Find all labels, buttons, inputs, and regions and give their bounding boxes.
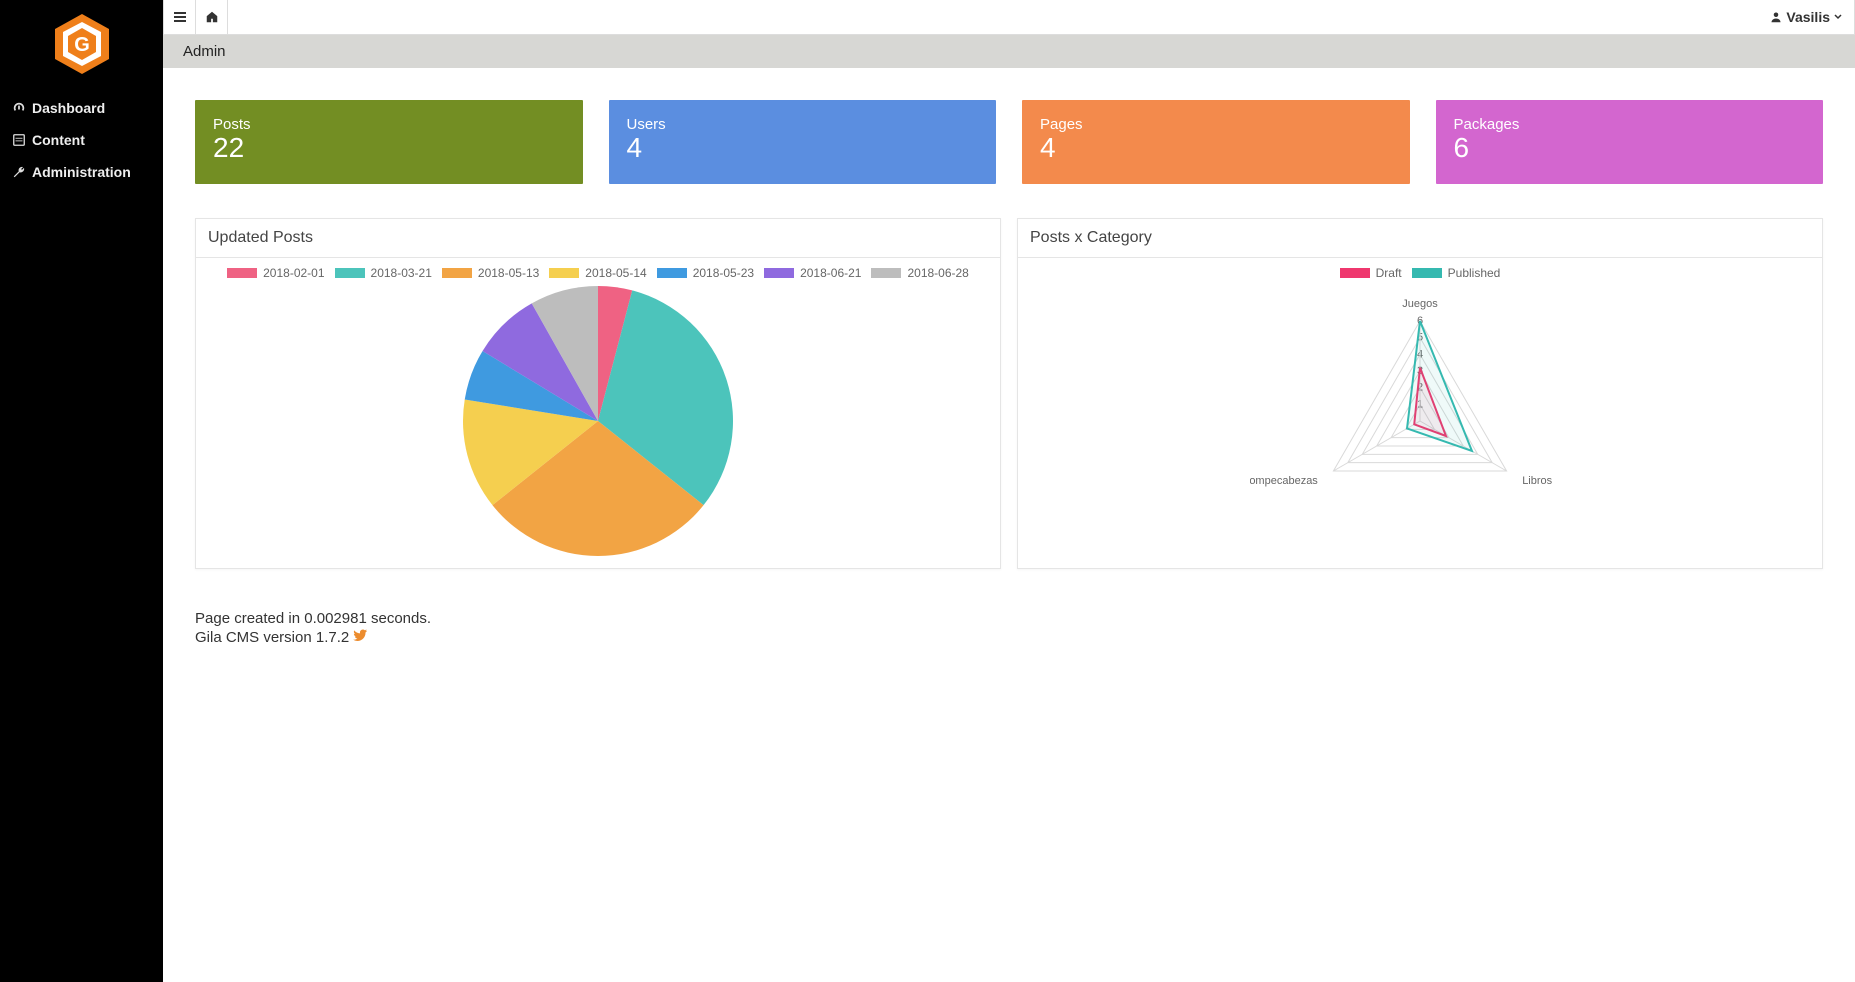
hamburger-icon: [173, 10, 187, 24]
stat-card[interactable]: Posts22: [195, 100, 583, 184]
legend-item[interactable]: 2018-06-28: [871, 266, 968, 280]
sidebar-item-label: Dashboard: [32, 100, 105, 116]
radar-series: [1407, 321, 1472, 451]
radar-axis-label: Rompecabezas: [1250, 475, 1318, 487]
legend-item[interactable]: 2018-02-01: [227, 266, 324, 280]
panel-title: Updated Posts: [196, 219, 1000, 258]
sidebar-item-dashboard[interactable]: Dashboard: [0, 92, 163, 124]
menu-toggle-button[interactable]: [164, 0, 196, 34]
svg-text:G: G: [74, 34, 90, 56]
legend-item[interactable]: 2018-03-21: [335, 266, 432, 280]
legend-swatch: [549, 268, 579, 278]
sidebar-item-content[interactable]: Content: [0, 124, 163, 156]
chevron-down-icon: [1834, 13, 1842, 21]
gauge-icon: [12, 101, 26, 115]
stat-card-label: Packages: [1454, 116, 1806, 133]
panel-posts-category: Posts x Category DraftPublished 123456Ju…: [1017, 218, 1823, 569]
radar-chart: 123456JuegosLibrosRompecabezas: [1250, 286, 1590, 556]
stat-cards-row: Posts22Users4Pages4Packages6: [195, 100, 1823, 184]
legend-item[interactable]: Draft: [1340, 266, 1402, 280]
panel-updated-posts: Updated Posts 2018-02-012018-03-212018-0…: [195, 218, 1001, 569]
legend-swatch: [442, 268, 472, 278]
sidebar-nav: Dashboard Content Administration: [0, 92, 163, 188]
panels-row: Updated Posts 2018-02-012018-03-212018-0…: [195, 218, 1823, 569]
stat-card-value: 22: [213, 133, 565, 164]
breadcrumb: Admin: [163, 35, 1855, 68]
legend-item[interactable]: 2018-05-23: [657, 266, 754, 280]
sidebar-item-label: Administration: [32, 164, 131, 180]
legend-swatch: [764, 268, 794, 278]
stat-card-label: Posts: [213, 116, 565, 133]
stat-card[interactable]: Packages6: [1436, 100, 1824, 184]
sidebar-item-label: Content: [32, 132, 85, 148]
wrench-icon: [12, 165, 26, 179]
user-name: Vasilis: [1786, 9, 1830, 25]
user-menu[interactable]: Vasilis: [1758, 9, 1854, 25]
page-title: Admin: [183, 43, 226, 60]
stat-card-label: Pages: [1040, 116, 1392, 133]
logo: G: [0, 0, 163, 92]
radar-legend: Draft Published: [1340, 266, 1501, 280]
legend-swatch: [227, 268, 257, 278]
legend-item[interactable]: Published: [1412, 266, 1501, 280]
user-icon: [1770, 11, 1782, 23]
legend-item[interactable]: 2018-05-13: [442, 266, 539, 280]
footer-line-1: Page created in 0.002981 seconds.: [195, 609, 1823, 629]
home-icon: [205, 10, 219, 24]
content: Posts22Users4Pages4Packages6 Updated Pos…: [163, 68, 1855, 982]
legend-swatch: [1340, 268, 1370, 278]
legend-swatch: [871, 268, 901, 278]
file-icon: [12, 133, 26, 147]
sidebar: G Dashboard Content Administration: [0, 0, 163, 982]
topbar: Vasilis: [163, 0, 1855, 35]
footer: Page created in 0.002981 seconds. Gila C…: [195, 609, 1823, 648]
home-button[interactable]: [196, 0, 228, 34]
stat-card[interactable]: Users4: [609, 100, 997, 184]
radar-axis-label: Juegos: [1402, 298, 1438, 310]
legend-swatch: [1412, 268, 1442, 278]
sidebar-item-administration[interactable]: Administration: [0, 156, 163, 188]
footer-line-2: Gila CMS version 1.7.2: [195, 629, 353, 646]
legend-item[interactable]: 2018-06-21: [764, 266, 861, 280]
legend-swatch: [335, 268, 365, 278]
pie-chart: [463, 286, 733, 556]
stat-card-value: 4: [1040, 133, 1392, 164]
pie-legend: 2018-02-01 2018-03-21 2018-05-13 2018-05-14…: [227, 266, 969, 280]
panel-title: Posts x Category: [1018, 219, 1822, 258]
legend-swatch: [657, 268, 687, 278]
main: Vasilis Admin Posts22Users4Pages4Package…: [163, 0, 1855, 982]
twitter-icon[interactable]: [353, 629, 367, 646]
radar-axis-label: Libros: [1522, 475, 1552, 487]
stat-card-value: 6: [1454, 133, 1806, 164]
stat-card-value: 4: [627, 133, 979, 164]
logo-hex-icon: G: [55, 14, 109, 74]
legend-item[interactable]: 2018-05-14: [549, 266, 646, 280]
stat-card-label: Users: [627, 116, 979, 133]
stat-card[interactable]: Pages4: [1022, 100, 1410, 184]
